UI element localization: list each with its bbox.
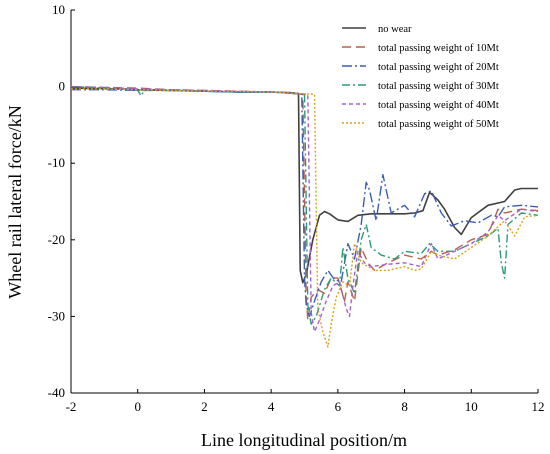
series-line-3	[70, 85, 539, 325]
x-tick-label: 8	[401, 399, 408, 414]
series-line-5	[71, 88, 539, 348]
x-tick-label: 10	[465, 399, 478, 414]
y-axis: 10 0 -10 -20 -30 -40	[48, 2, 75, 400]
legend-label-5: total passing weight of 50Mt	[378, 119, 499, 130]
legend-label-1: total passing weight of 10Mt	[378, 43, 499, 54]
y-tick-label: -20	[48, 232, 65, 247]
y-axis-title: Wheel rail lateral force/kN	[5, 105, 25, 298]
x-axis-title: Line longitudinal position/m	[201, 430, 407, 450]
legend-label-3: total passing weight of 30Mt	[378, 81, 499, 92]
y-tick-label: 10	[52, 2, 65, 17]
x-tick-label: 4	[268, 399, 275, 414]
plot-area	[70, 10, 538, 394]
y-tick-label: -10	[48, 155, 65, 170]
y-tick-label: -30	[48, 308, 65, 323]
series-layer	[70, 85, 539, 348]
x-tick-label: 6	[335, 399, 342, 414]
x-axis: -2 0 2 4 6 8 10 12	[66, 389, 545, 414]
y-tick-label: -40	[48, 385, 65, 400]
y-tick-label: 0	[59, 79, 66, 94]
legend-label-4: total passing weight of 40Mt	[378, 100, 499, 111]
x-tick-label: 2	[201, 399, 208, 414]
x-tick-label: 12	[532, 399, 545, 414]
x-tick-label: 0	[134, 399, 141, 414]
x-tick-label: -2	[66, 399, 77, 414]
legend-label-2: total passing weight of 20Mt	[378, 62, 499, 73]
legend-label-0: no wear	[378, 24, 412, 35]
legend: no wear total passing weight of 10Mt total…	[342, 24, 499, 130]
